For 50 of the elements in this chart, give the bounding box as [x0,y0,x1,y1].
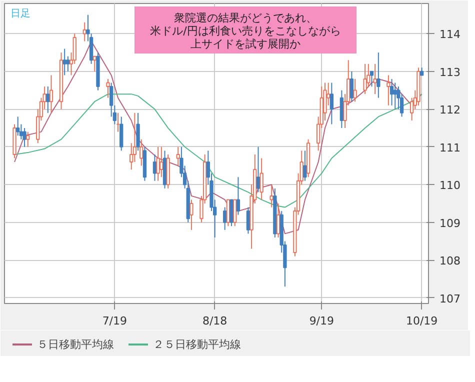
candlestick [363,63,367,95]
candlestick [66,56,70,72]
y-tick-label: 110 [440,179,460,192]
y-tick-label: 108 [440,254,460,268]
legend-label: ２５日移動平均線 [153,336,241,352]
candlestick [62,48,66,76]
candlestick [176,146,180,166]
candlestick [22,128,26,148]
candlestick [223,206,227,230]
candlestick [230,199,234,227]
y-tick-label: 109 [440,216,460,230]
candlestick [373,63,377,95]
x-tick-label: 9/19 [309,314,334,328]
candlestick [106,78,110,98]
y-tick-label: 113 [440,66,460,79]
candlestick [140,138,144,166]
candlestick [26,131,30,148]
candlestick [260,158,264,200]
y-tick-label: 111 [440,141,460,154]
candlestick [46,86,50,114]
candlestick [330,82,334,125]
candlestick [190,199,194,230]
y-tick-label: 112 [440,104,460,117]
candlestick [353,78,357,102]
candlestick [386,74,390,106]
candlestick [49,74,54,114]
annotation: 米ドル/円は利食い売りをこなしながら [150,24,341,38]
candlestick [236,176,240,216]
line-series [14,94,422,208]
candlestick [156,146,160,182]
legend-label: ５日移動平均線 [37,336,114,352]
candlestick [136,112,140,152]
candlestick [376,52,380,98]
annotation: 衆院選の結果がどうであれ、 [174,12,317,24]
candlestick [233,199,237,227]
candlestick [276,203,280,238]
x-tick-label: 10/19 [406,314,438,328]
candlestick [303,150,307,182]
candlestick [160,146,164,178]
candlestick [350,70,354,102]
x-tick-label: 7/19 [102,314,128,328]
x-tick-label: 8/18 [202,314,228,328]
y-tick-label: 114 [440,28,460,42]
candlestick [16,116,20,136]
candlestick [390,78,394,106]
y-tick-label: 107 [440,292,460,306]
candlestick [120,116,124,152]
annotation: 上サイドを試す展開か [190,38,300,50]
annotation: 日足 [10,8,30,20]
candlestick [370,70,374,88]
